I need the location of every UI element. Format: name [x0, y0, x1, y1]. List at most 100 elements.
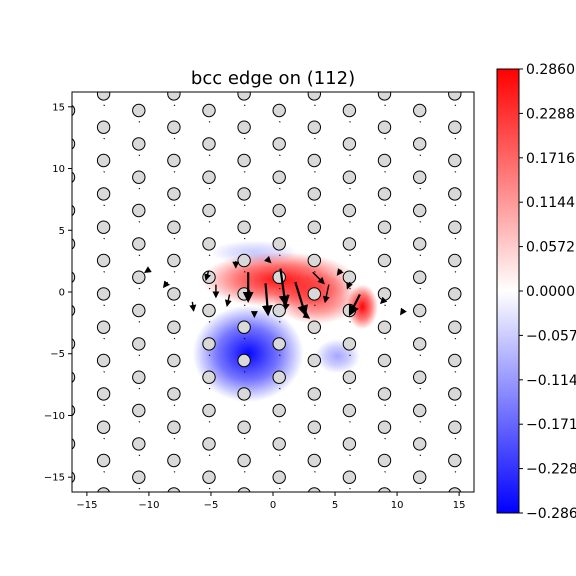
displacement-arrow [264, 255, 272, 264]
small-vector [419, 321, 422, 323]
small-vector [349, 354, 351, 357]
atom-column [237, 253, 251, 268]
small-vector [138, 454, 141, 457]
atom-column [413, 403, 427, 418]
displacement-arrow [189, 301, 197, 312]
displacement-arrow [144, 266, 152, 274]
small-vector [173, 471, 176, 473]
small-vector [103, 137, 106, 140]
x-tick-label: −10 [138, 500, 159, 511]
atom-column [72, 438, 76, 450]
atom-column [413, 170, 427, 184]
colorbar-tick-label: −0.2860 [526, 506, 576, 522]
atom-column [307, 353, 321, 368]
atom-column [167, 420, 181, 434]
small-vector [454, 337, 457, 340]
atom-column [272, 403, 286, 418]
small-vector [138, 354, 141, 357]
atom-column [167, 353, 181, 368]
x-tick-label: 5 [332, 500, 338, 511]
atom-column [202, 170, 216, 184]
field-blob-positive [346, 284, 378, 330]
small-vector [278, 387, 281, 390]
atom-column [272, 203, 286, 218]
atom-column [272, 470, 286, 484]
small-vector [173, 437, 176, 440]
atom-column [377, 187, 392, 201]
colorbar-ticks: 0.2860 0.2288 0.1716 0.1144 0.0572 0.0000 −0.0… [519, 62, 576, 522]
atom-column [342, 203, 357, 218]
atom-column [448, 253, 462, 268]
atom-column [377, 320, 392, 334]
displacement-arrow [346, 281, 353, 290]
colorbar-tick-label: −0.1144 [526, 373, 576, 389]
atom-column [413, 303, 427, 318]
atom-column [202, 203, 216, 218]
colorbar-tick-label: 0.2288 [526, 106, 575, 122]
small-vector [103, 337, 106, 340]
small-vector [208, 454, 211, 457]
atom-column [72, 171, 76, 183]
field-blob-negative [192, 305, 304, 403]
small-vector [208, 154, 211, 157]
atom-columns [72, 92, 462, 492]
colorbar-tick-label: 0.0000 [526, 284, 575, 300]
small-vector [278, 254, 281, 257]
atom-column [132, 337, 146, 351]
atom-column [132, 137, 146, 151]
atom-column [167, 253, 181, 268]
small-vector [419, 487, 422, 490]
small-vector [349, 187, 351, 190]
atom-column [377, 253, 392, 268]
atom-column [448, 153, 462, 168]
y-axis: −15 −10 −5 0 5 10 15 [44, 102, 72, 484]
atom-column [132, 303, 146, 318]
atom-column [132, 270, 146, 284]
small-vector [103, 404, 106, 407]
atom-column [342, 370, 357, 384]
small-vector [419, 221, 422, 223]
atom-column [237, 487, 251, 492]
displacement-arrow [261, 283, 273, 317]
atom-column [132, 203, 146, 218]
atom-column [237, 387, 251, 401]
small-vector [173, 237, 176, 240]
colorbar-tick-label: −0.0572 [526, 328, 576, 344]
displacement-arrow [322, 284, 330, 304]
atom-column [202, 403, 216, 418]
small-vector [208, 287, 211, 290]
colorbar-tick-label: 0.0572 [526, 240, 575, 256]
atom-column [413, 203, 427, 218]
small-vector [454, 171, 457, 173]
small-vector [454, 437, 457, 440]
small-vector [349, 454, 351, 457]
x-tick-label: 0 [270, 500, 276, 511]
small-vector [138, 254, 141, 257]
small-vector [384, 204, 386, 207]
atom-column [307, 287, 321, 301]
atom-column [237, 453, 251, 468]
small-vector [138, 187, 141, 190]
atom-column [272, 303, 286, 318]
small-vector [278, 487, 281, 490]
small-vector [454, 237, 457, 240]
plot-area [72, 92, 474, 492]
atom-column [237, 220, 251, 234]
small-vector [314, 204, 316, 207]
atom-column [272, 437, 286, 451]
atom-column [237, 153, 251, 168]
small-vector [278, 421, 281, 423]
atom-column [413, 437, 427, 451]
atom-column [448, 287, 462, 301]
small-vector [419, 254, 422, 257]
small-vector [419, 287, 422, 290]
small-vector [278, 354, 281, 357]
atom-column [272, 337, 286, 351]
atom-column [448, 220, 462, 234]
atom-column [272, 270, 286, 284]
small-vector [314, 471, 316, 473]
atom-column [307, 120, 321, 134]
atom-column [96, 387, 111, 401]
atom-column [167, 153, 181, 168]
small-vector [419, 354, 422, 357]
